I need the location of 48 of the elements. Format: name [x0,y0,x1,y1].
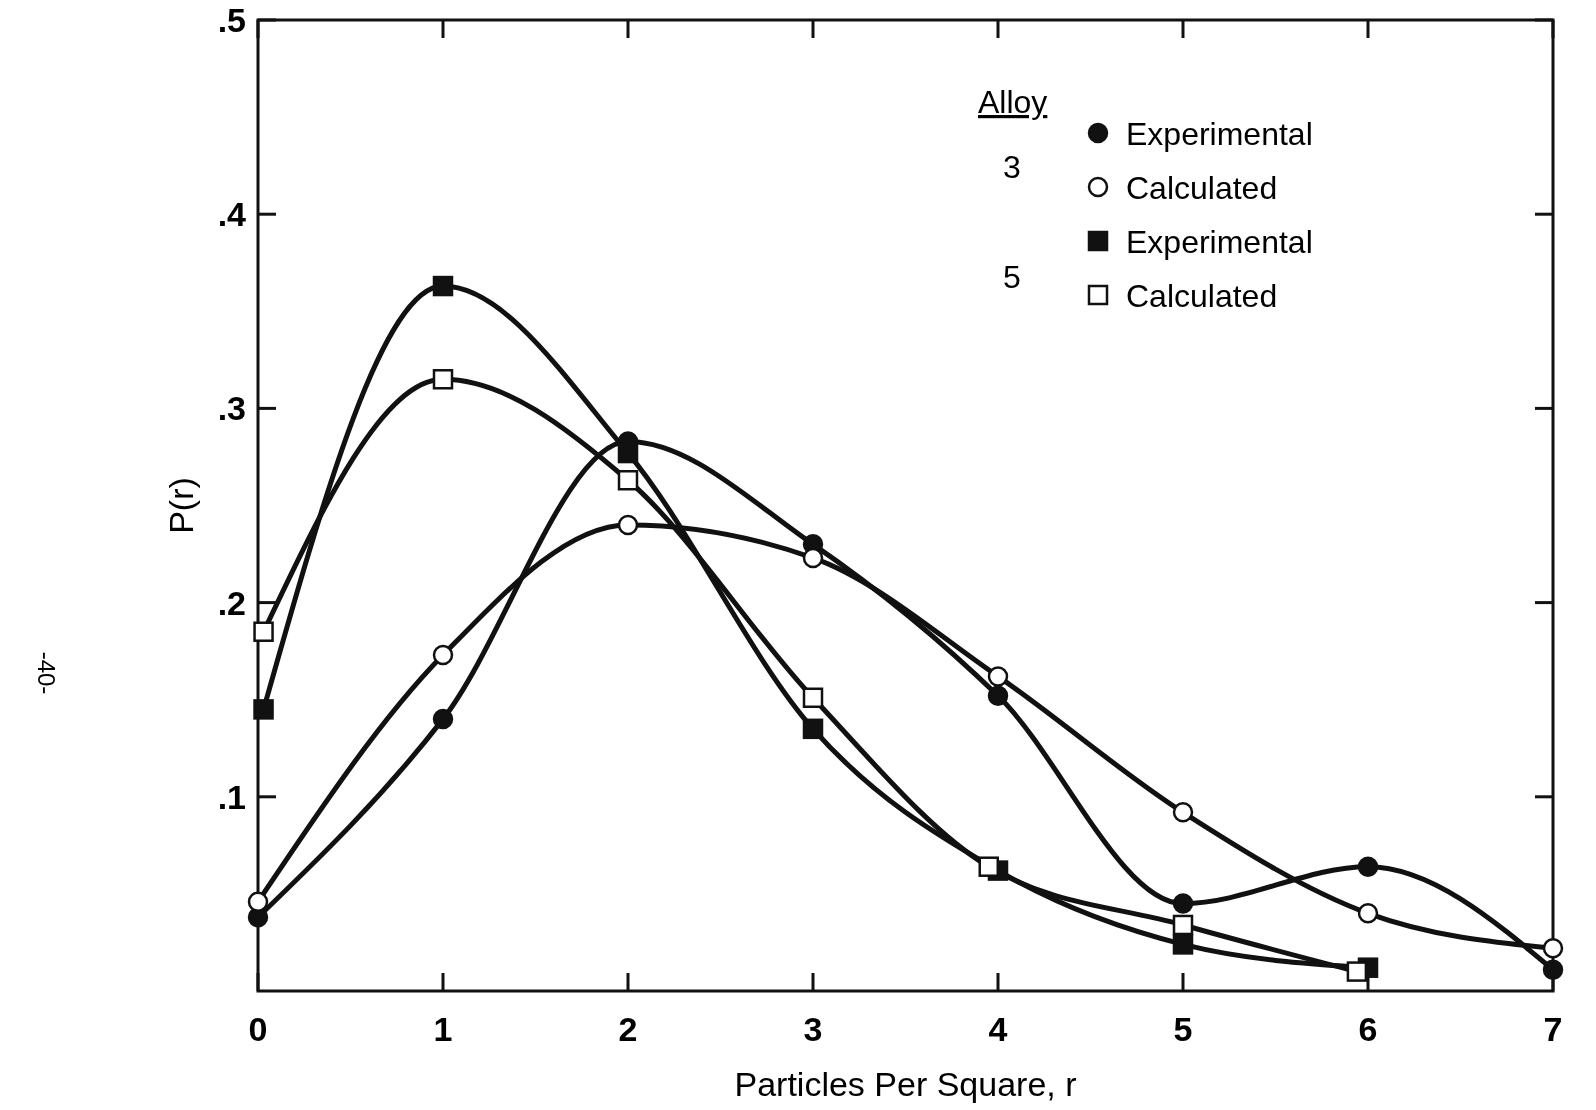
point [987,666,1009,687]
point [617,514,639,536]
x-tick-label: 0 [248,1010,268,1048]
point [253,621,274,642]
x-tick-label: 1 [433,1010,453,1048]
x-tick-label: 5 [1173,1010,1193,1048]
point [432,708,454,730]
text: -40- [33,651,60,695]
point [1357,903,1379,924]
y-tick-label: .1 [217,777,246,816]
point [432,644,454,666]
point [1172,934,1194,955]
point [253,699,274,720]
y-axis-title: P(r) [162,477,200,534]
y-tick-label: .5 [217,1,246,39]
point [1172,893,1194,914]
y-tick-label: .2 [217,583,246,622]
x-axis-title: Particles Per Square, r [734,1065,1077,1103]
x-tick-label: 6 [1358,1010,1378,1048]
point [1172,802,1194,823]
point [1172,914,1194,936]
point [1542,938,1564,959]
point [802,687,824,709]
x-tick-label: 3 [803,1010,823,1048]
y-tick-label: .4 [217,195,247,234]
x-tick-label: 7 [1543,1010,1563,1048]
point [1542,959,1564,980]
point [802,547,824,569]
point [802,718,824,740]
point [247,891,269,912]
x-tick-label: 2 [618,1010,638,1048]
x-tick-label: 4 [988,1010,1008,1048]
point [432,275,454,297]
point [978,856,999,877]
legend-title: Alloy [978,84,1048,120]
point [617,470,639,491]
legend-label: Experimental [1126,224,1313,260]
y-tick-label: .3 [217,389,246,428]
legend-label: Experimental [1126,116,1313,152]
point [1357,856,1379,877]
point [1346,961,1368,982]
annotation: 5 [1003,259,1021,295]
legend-label: Calculated [1126,278,1278,314]
point [987,685,1009,707]
point [432,369,454,390]
annotation: 3 [1003,149,1021,185]
legend-label: Calculated [1126,170,1278,206]
point [617,442,639,464]
